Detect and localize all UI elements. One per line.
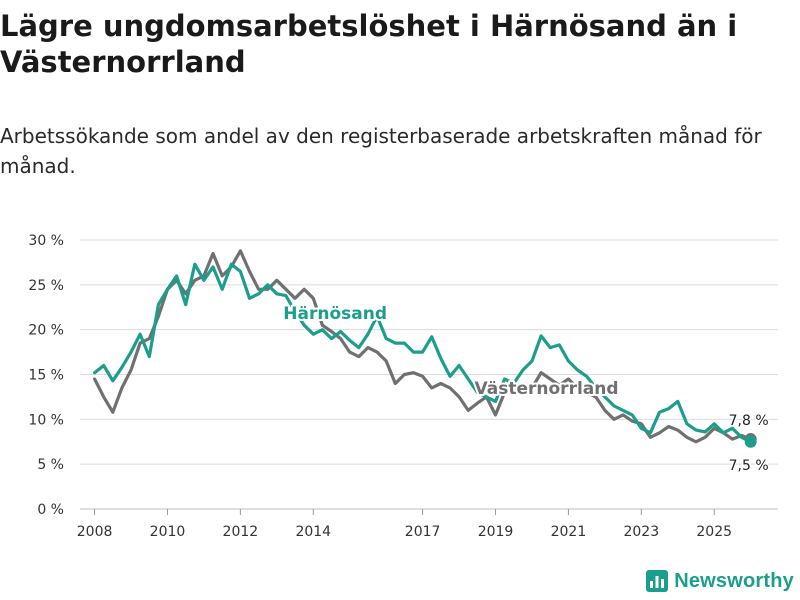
line-chart: 0 % 5 % 10 % 15 % 20 % 25 % 30 % 2008 2010 2012 20…	[28, 233, 778, 540]
newsworthy-wordmark: Newsworthy	[674, 569, 794, 592]
end-value-label-harnosand: 7,5 %	[729, 458, 769, 474]
y-tick-label: 20 %	[28, 323, 64, 339]
series	[93, 249, 757, 448]
y-tick-label: 25 %	[28, 278, 64, 294]
series-end-point	[744, 435, 757, 448]
newsworthy-brand: Newsworthy	[646, 568, 794, 594]
y-tick-label: 5 %	[37, 457, 64, 473]
series-labels: Härnösand Västernorrland 7,8 % 7,5 %	[281, 302, 770, 475]
x-tick-label: 2023	[623, 524, 659, 540]
newsworthy-logo-icon	[646, 570, 669, 592]
y-tick-label: 15 %	[28, 368, 64, 384]
y-tick-label: 0 %	[37, 502, 64, 518]
x-tick-label: 2008	[77, 524, 113, 540]
chart-title: Lägre ungdomsarbetslöshet i Härnösand än…	[0, 9, 738, 79]
x-tick-label: 2025	[696, 524, 732, 540]
x-tick-label: 2012	[223, 524, 259, 540]
series-name-label: Västernorrland	[475, 379, 619, 399]
x-tick-label: 2017	[405, 524, 441, 540]
grid-lines	[80, 239, 778, 510]
y-tick-label: 30 %	[28, 233, 64, 249]
x-tick-label: 2010	[150, 524, 186, 540]
end-value-label-vasternorrland: 7,8 %	[729, 413, 769, 429]
axes: 0 % 5 % 10 % 15 % 20 % 25 % 30 % 2008 2010 2012 20…	[28, 233, 732, 540]
y-tick-label: 10 %	[28, 412, 64, 428]
chart-subtitle: Arbetssökande som andel av den registerb…	[0, 124, 762, 178]
series-line-vsternorrland	[93, 249, 753, 444]
x-tick-label: 2014	[295, 524, 331, 540]
series-line-hrnsand	[93, 262, 753, 444]
x-tick-label: 2021	[551, 524, 587, 540]
series-name-label: Härnösand	[283, 304, 387, 324]
x-tick-label: 2019	[478, 524, 514, 540]
